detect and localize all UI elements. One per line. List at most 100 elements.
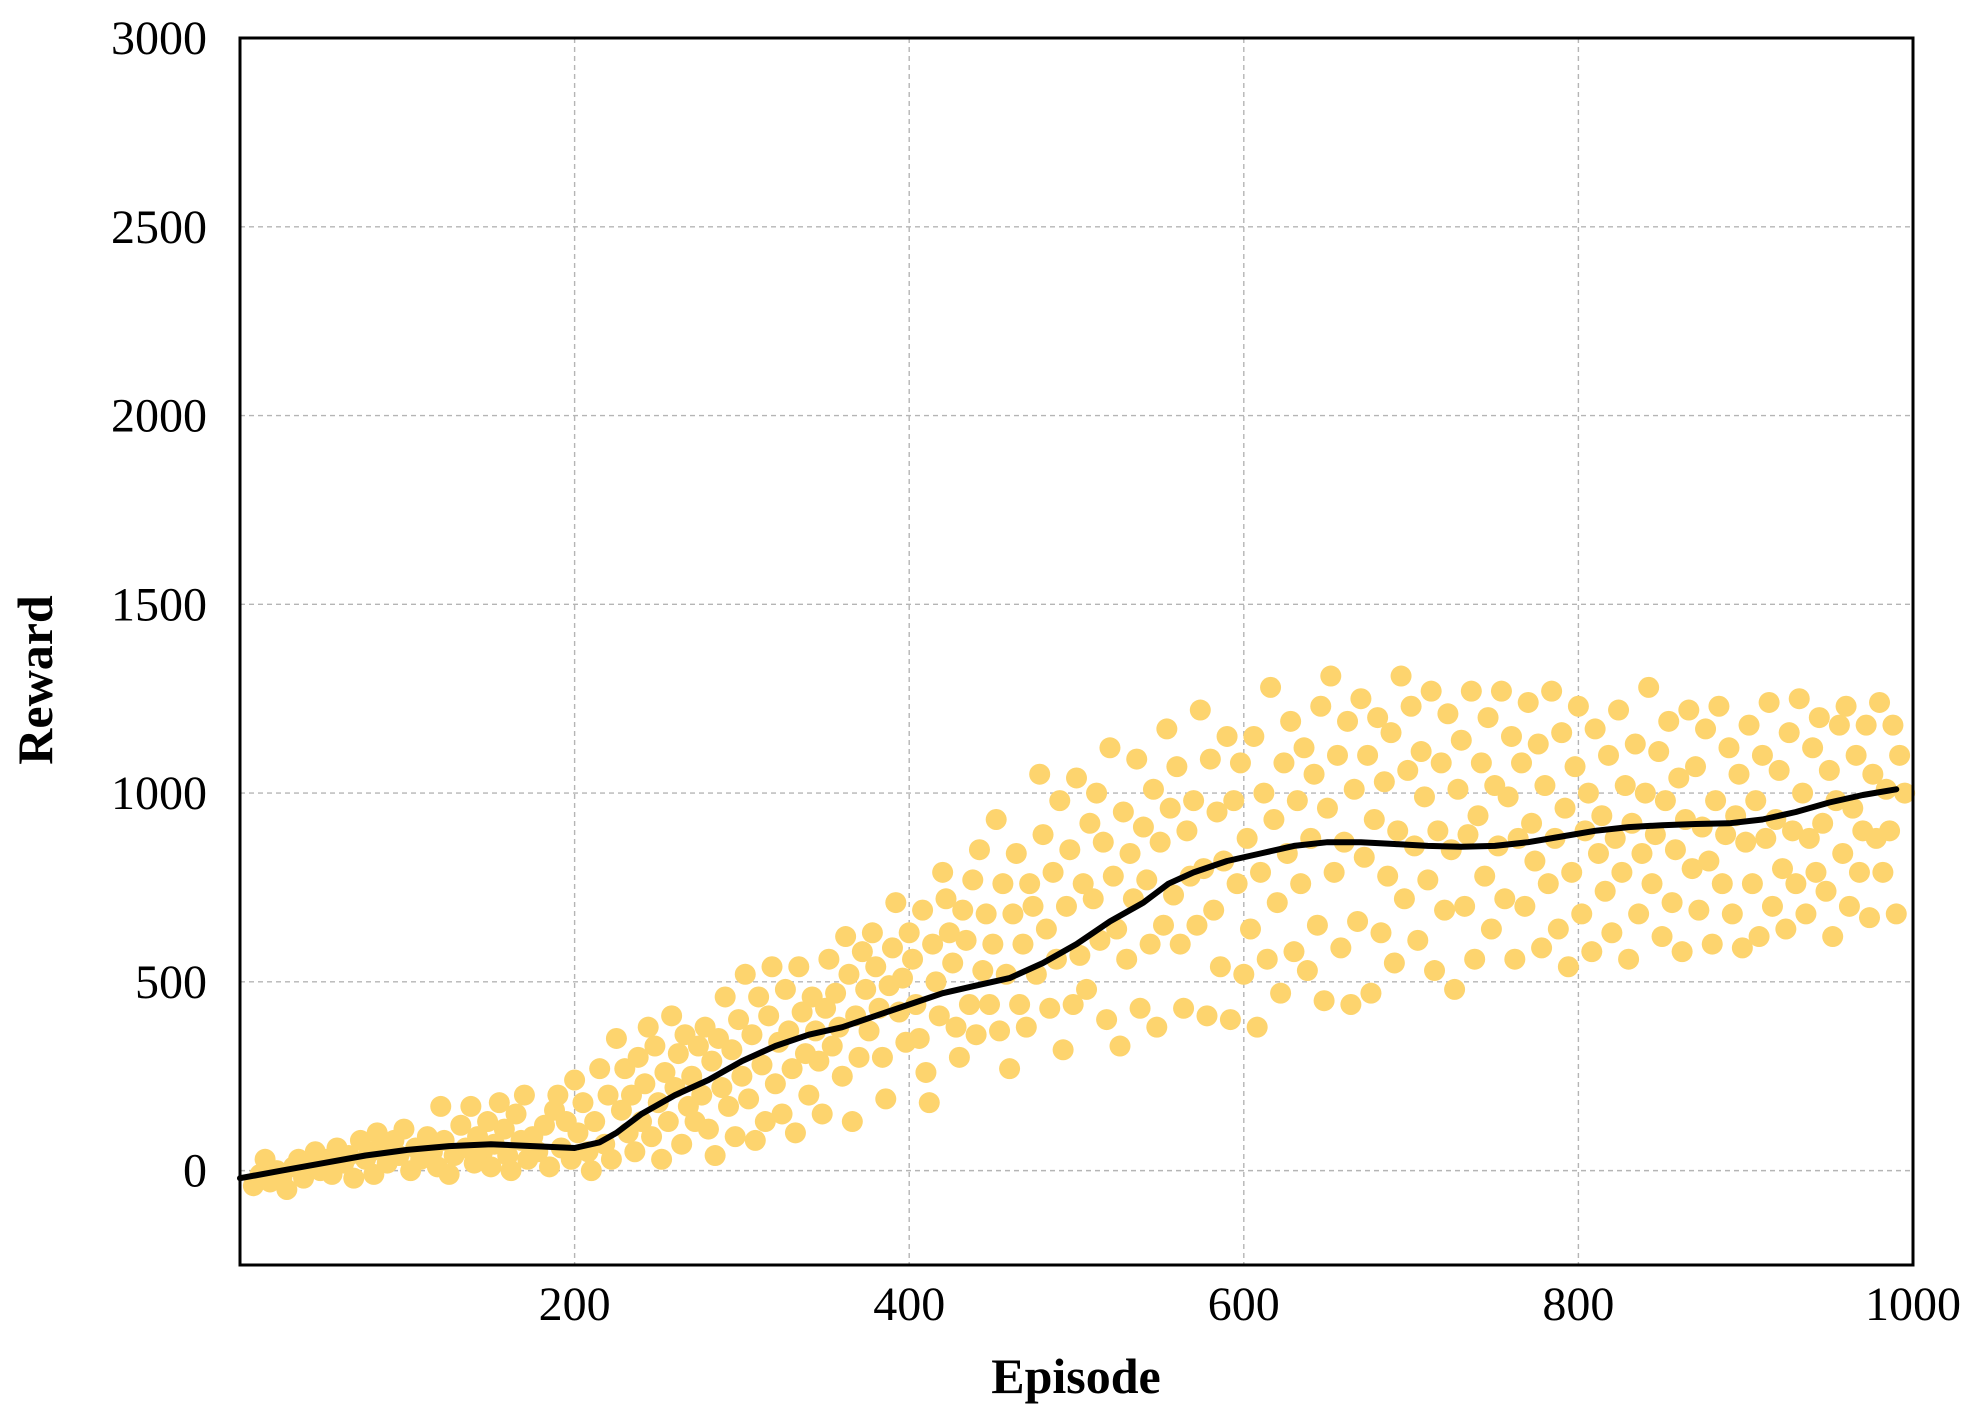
scatter-point: [1470, 752, 1492, 774]
scatter-point: [1055, 895, 1077, 917]
scatter-point: [343, 1167, 365, 1189]
scatter-point: [754, 1111, 776, 1133]
scatter-point: [972, 960, 994, 982]
scatter-point: [1497, 786, 1519, 808]
scatter-point: [1407, 929, 1429, 951]
scatter-point: [875, 1088, 897, 1110]
scatter-point: [841, 1111, 863, 1133]
scatter-point: [1758, 691, 1780, 713]
scatter-point: [1005, 842, 1027, 864]
scatter-point: [1845, 744, 1867, 766]
scatter-point: [1253, 782, 1275, 804]
scatter-point: [965, 1024, 987, 1046]
scatter-point: [641, 1126, 663, 1148]
scatter-point: [1894, 782, 1916, 804]
scatter-point: [584, 1111, 606, 1133]
scatter-point: [861, 922, 883, 944]
scatter-point: [784, 1122, 806, 1144]
scatter-point: [928, 1005, 950, 1027]
scatter-point: [1748, 926, 1770, 948]
scatter-point: [751, 1054, 773, 1076]
scatter-point: [724, 1126, 746, 1148]
y-tick-label: 1500: [111, 578, 207, 631]
scatter-point: [1838, 895, 1860, 917]
scatter-point: [1671, 941, 1693, 963]
scatter-point: [1206, 801, 1228, 823]
x-tick-labels: 200 400 600 800 1000: [539, 1278, 1961, 1331]
scatter-point: [1313, 990, 1335, 1012]
scatter-point: [1718, 737, 1740, 759]
scatter-point: [1042, 861, 1064, 883]
scatter-point: [1457, 824, 1479, 846]
scatter-point: [1330, 937, 1352, 959]
scatter-point: [1547, 918, 1569, 940]
scatter-point: [1835, 695, 1857, 717]
scatter-point: [1303, 763, 1325, 785]
scatter-point: [945, 1016, 967, 1038]
y-tick-label: 0: [183, 1145, 207, 1198]
scatter-point: [1139, 933, 1161, 955]
scatter-point: [979, 993, 1001, 1015]
scatter-point: [1571, 903, 1593, 925]
scatter-point: [687, 1035, 709, 1057]
scatter-point: [1564, 756, 1586, 778]
scatter-point: [1577, 782, 1599, 804]
scatter-point: [1383, 952, 1405, 974]
scatter-point: [1256, 948, 1278, 970]
scatter-point: [1738, 714, 1760, 736]
scatter-point: [831, 1065, 853, 1087]
scatter-point: [1293, 737, 1315, 759]
scatter-point: [952, 899, 974, 921]
x-tick-label: 800: [1542, 1278, 1614, 1331]
scatter-point: [1785, 873, 1807, 895]
scatter-point: [1527, 733, 1549, 755]
scatter-point: [1219, 1009, 1241, 1031]
scatter-point: [968, 839, 990, 861]
scatter-point: [1035, 918, 1057, 940]
scatter-point: [1019, 873, 1041, 895]
scatter-point: [1761, 895, 1783, 917]
scatter-point: [1557, 956, 1579, 978]
scatter-point: [1393, 888, 1415, 910]
scatter-point: [1561, 861, 1583, 883]
scatter-point: [1132, 816, 1154, 838]
scatter-point: [731, 1065, 753, 1087]
scatter-point: [681, 1065, 703, 1087]
scatter-point: [885, 892, 907, 914]
scatter-point: [1882, 714, 1904, 736]
scatter-point: [1808, 707, 1830, 729]
scatter-point: [714, 986, 736, 1008]
scatter-point: [1464, 948, 1486, 970]
scatter-point: [430, 1095, 452, 1117]
scatter-point: [1621, 812, 1643, 834]
scatter-point: [1223, 790, 1245, 812]
scatter-point: [1156, 718, 1178, 740]
scatter-point: [1397, 759, 1419, 781]
scatter-point: [1290, 873, 1312, 895]
scatter-point: [1424, 960, 1446, 982]
scatter-point: [572, 1092, 594, 1114]
scatter-point: [547, 1084, 569, 1106]
scatter-point: [1668, 767, 1690, 789]
scatter-point: [1072, 873, 1094, 895]
scatter-point: [1169, 933, 1191, 955]
scatter-point: [1460, 680, 1482, 702]
grid: [240, 38, 1913, 1265]
scatter-point: [1514, 895, 1536, 917]
scatter-point: [1417, 869, 1439, 891]
scatter-point: [438, 1163, 460, 1185]
scatter-point: [1805, 861, 1827, 883]
scatter-point: [1196, 1005, 1218, 1027]
scatter-point: [1581, 941, 1603, 963]
scatter-point: [838, 963, 860, 985]
scatter-point: [1504, 948, 1526, 970]
scatter-point: [1052, 1039, 1074, 1061]
scatter-point: [1721, 903, 1743, 925]
scatter-point: [657, 1111, 679, 1133]
scatter-point: [1541, 680, 1563, 702]
scatter-point: [1664, 839, 1686, 861]
scatter-point: [1447, 778, 1469, 800]
scatter-point: [1092, 831, 1114, 853]
scatter-point: [1387, 820, 1409, 842]
